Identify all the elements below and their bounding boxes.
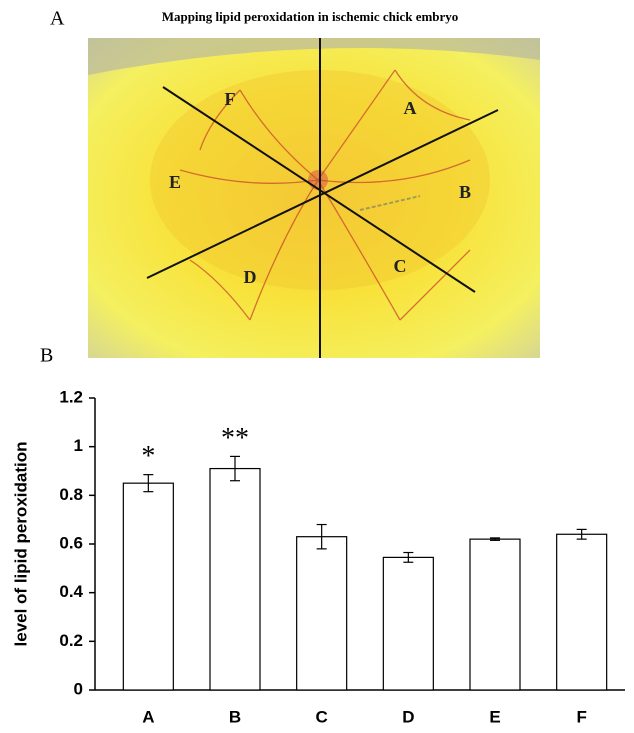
region-label: A	[404, 98, 417, 118]
region-label: F	[225, 89, 236, 109]
region-label: C	[394, 256, 407, 276]
bar	[210, 469, 260, 690]
panel-label: B	[40, 345, 53, 367]
y-tick-label: 0.6	[59, 533, 83, 552]
region-label: E	[169, 172, 181, 192]
bar	[123, 483, 173, 690]
region-label: B	[459, 182, 471, 202]
x-tick-label: B	[229, 707, 241, 726]
photo-title: Mapping lipid peroxidation in ischemic c…	[162, 9, 459, 24]
region-label: D	[244, 267, 257, 287]
y-tick-label: 1.2	[59, 387, 83, 406]
significance-mark: *	[141, 441, 155, 472]
y-tick-label: 1	[74, 436, 83, 455]
bar	[470, 539, 520, 690]
y-tick-label: 0.2	[59, 631, 83, 650]
figure: A Mapping lipid peroxidation in ischemic…	[0, 0, 634, 733]
bar	[383, 557, 433, 690]
y-tick-label: 0.8	[59, 485, 83, 504]
x-tick-label: A	[142, 707, 154, 726]
significance-mark: **	[221, 423, 249, 454]
x-tick-label: C	[316, 707, 328, 726]
y-tick-label: 0	[74, 679, 83, 698]
x-tick-label: E	[489, 707, 500, 726]
x-tick-label: F	[576, 707, 586, 726]
photo	[88, 38, 540, 358]
x-tick-label: D	[402, 707, 414, 726]
bar	[297, 537, 347, 690]
y-axis-label: level of lipid peroxidation	[11, 442, 30, 647]
bar	[557, 534, 607, 690]
panel-label: A	[50, 8, 65, 30]
y-tick-label: 0.4	[59, 582, 83, 601]
